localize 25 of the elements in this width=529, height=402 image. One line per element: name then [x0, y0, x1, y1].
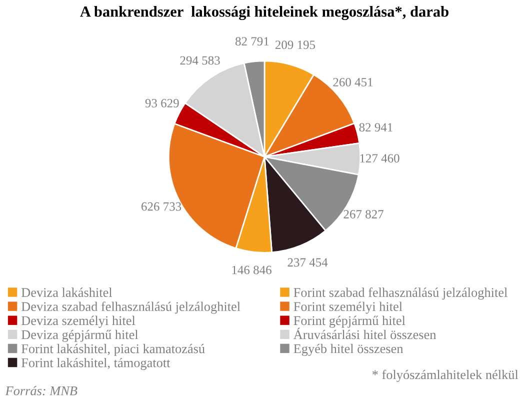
legend-label: Deviza gépjármű hitel	[21, 330, 138, 342]
chart-title: A bankrendszer lakossági hiteleinek megoszlása*, darab	[80, 6, 448, 20]
text: Forrás: MNB	[5, 386, 78, 396]
legend-label: Áruvásárlási hitel összesen	[293, 328, 436, 340]
legend-label: Deviza szabad felhasználású jelzáloghitel	[21, 302, 240, 314]
legend-label: Forint személyi hitel	[294, 302, 402, 314]
data-label: 294 583	[180, 56, 220, 65]
data-label: 146 846	[232, 266, 272, 274]
data-label: 626 733	[142, 202, 182, 211]
data-label: 209 195	[275, 40, 316, 50]
legend-label: Deviza személyi hitel	[21, 316, 136, 328]
legend-label: Forint lakáshitel, piaci kamatozású	[21, 344, 205, 356]
data-label: 82 941	[359, 123, 392, 132]
data-label: 127 460	[360, 154, 400, 163]
legend-label: Egyéb hitel összesen	[294, 344, 404, 356]
text: * folyószámlahitelek nélkül	[372, 370, 518, 382]
data-label: 267 827	[344, 210, 384, 218]
legend-label: Forint szabad felhasználású jelzáloghitel	[294, 288, 508, 300]
data-label: 93 629	[145, 99, 179, 108]
legend-label: Forint gépjármű hitel	[294, 316, 406, 328]
data-label: 82 791	[236, 37, 269, 46]
data-label: 260 451	[333, 78, 373, 86]
data-label: 237 454	[288, 258, 328, 267]
legend-label: Forint lakáshitel, támogatott	[21, 358, 170, 370]
legend-label: Deviza lakáshitel	[21, 288, 112, 297]
